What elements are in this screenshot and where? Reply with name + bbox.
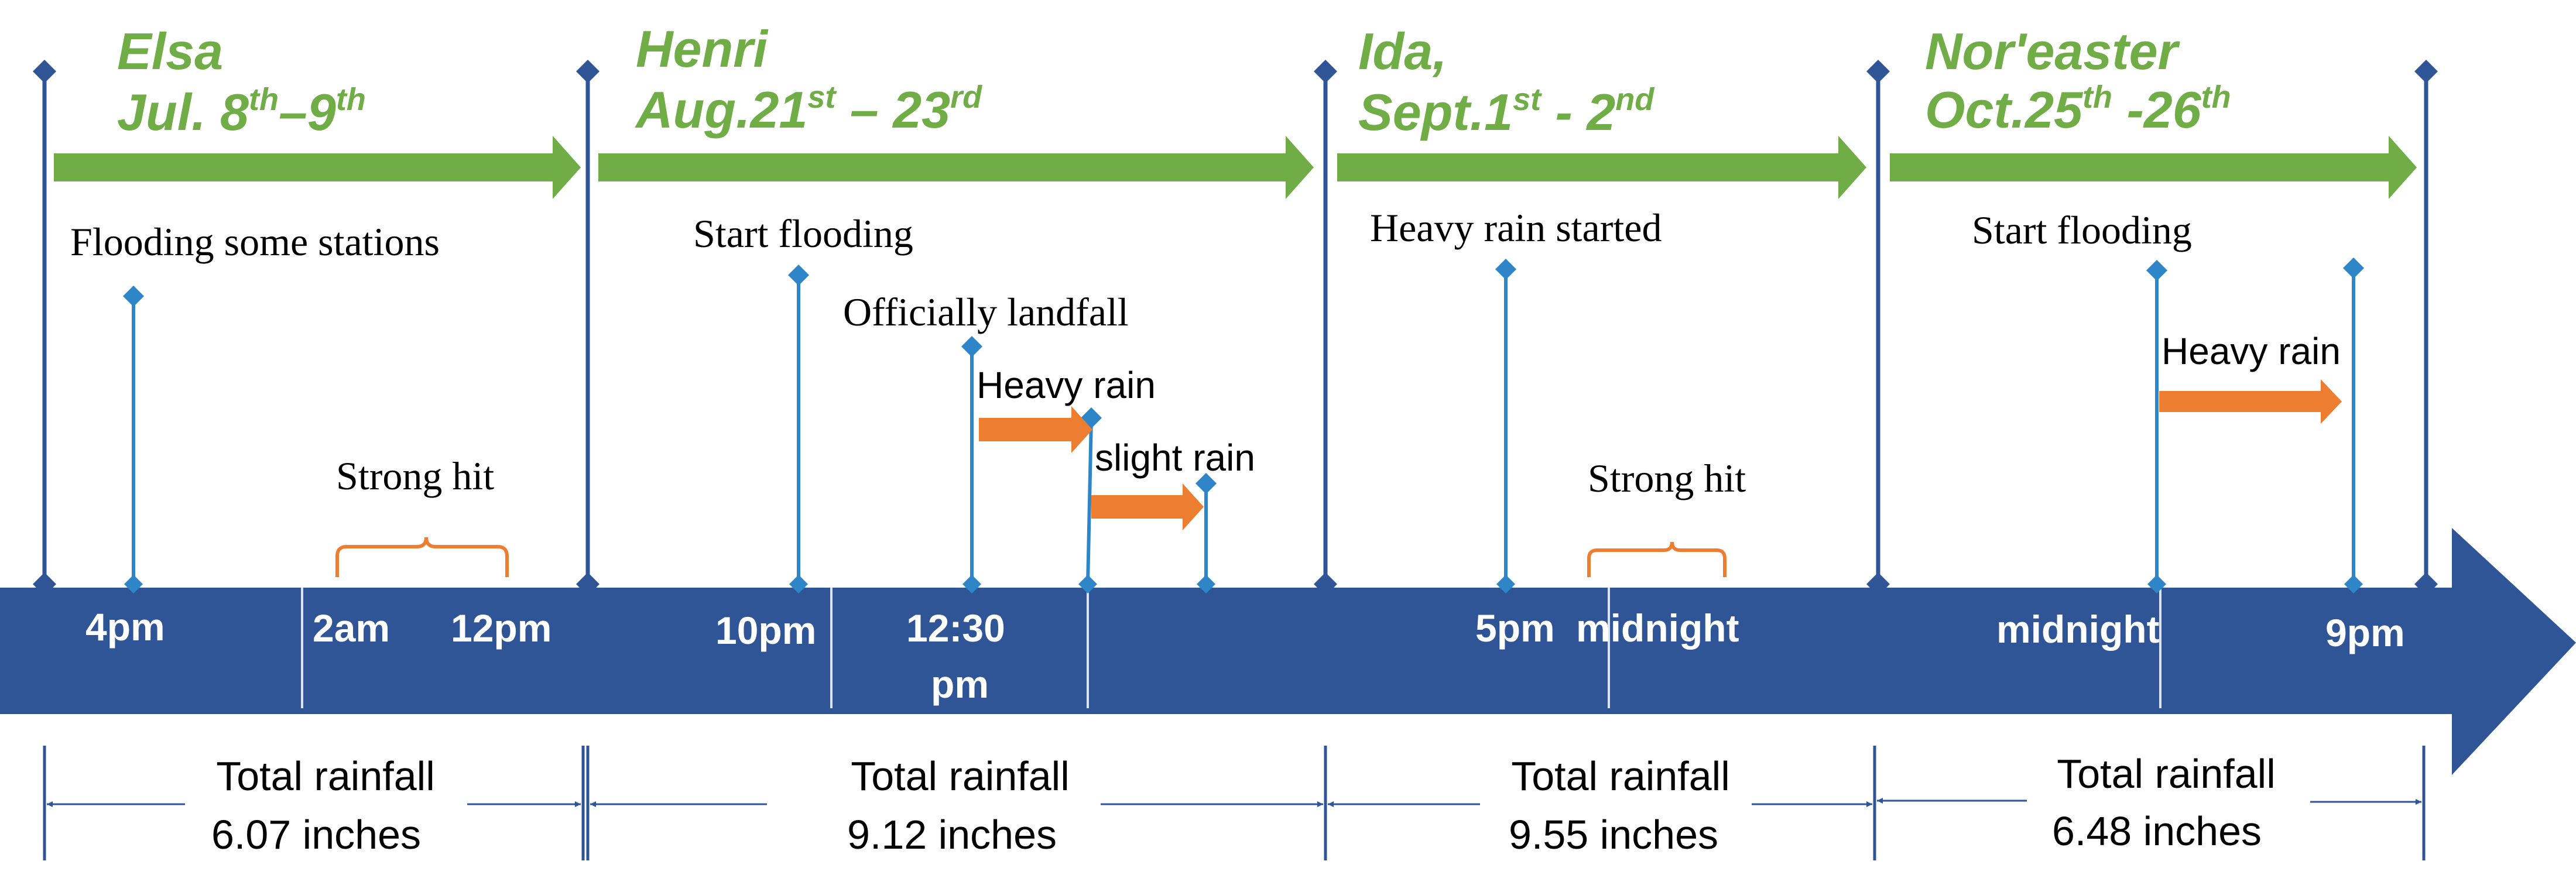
event-lines <box>132 269 2355 585</box>
henri-start-flooding-label: Start flooding <box>693 211 913 256</box>
rainfall-label: Total rainfall <box>216 753 435 799</box>
henri-heavy-rain-label: Heavy rain <box>977 364 1156 406</box>
storm-date: Aug.21st – 23rd <box>635 80 982 139</box>
diamond-marker <box>2343 258 2364 279</box>
time-4pm: 4pm <box>85 605 165 649</box>
time-12pm: 12pm <box>451 606 551 650</box>
rainfall-label: Total rainfall <box>851 753 1070 799</box>
diamond-marker <box>2147 575 2166 593</box>
diamond-marker <box>576 60 600 83</box>
diamond-marker <box>2344 575 2363 593</box>
diamond-marker <box>1866 572 1890 596</box>
elsa-strong-hit-label: Strong hit <box>336 454 494 498</box>
noreaster-period-arrow <box>1890 136 2417 199</box>
storm-date: Oct.25th -26th <box>1925 80 2231 139</box>
storm-name: Elsa <box>117 22 223 80</box>
rainfall-amount: 6.07 inches <box>211 812 421 857</box>
diamond-marker <box>1495 259 1516 280</box>
henri-period-arrow <box>598 136 1314 199</box>
diamond-marker <box>1496 575 1515 593</box>
diamond-marker <box>789 575 808 593</box>
storm-name: Nor'easter <box>1925 22 2181 80</box>
diamond-marker <box>123 286 144 307</box>
time-5pm: 5pm <box>1475 606 1555 650</box>
diamond-marker <box>2414 572 2438 596</box>
time-labels: 4pm 2am 12pm 10pm 12:30 pm 5pm midnight … <box>85 605 2405 706</box>
diamond-marker <box>33 60 56 83</box>
band-tick-lines <box>301 588 2161 708</box>
time-2am: 2am <box>313 606 390 650</box>
diamond-marker <box>33 572 56 596</box>
time-10pm: 10pm <box>715 609 816 652</box>
diamond-marker <box>1866 60 1890 83</box>
diamond-marker <box>1314 572 1337 596</box>
storm-name: Ida, <box>1358 22 1447 80</box>
rainfall-measure-arrows <box>47 798 2421 807</box>
time-midnight-noreaster: midnight <box>1996 608 2160 651</box>
noreaster-heavy-rain-arrow <box>2159 379 2342 424</box>
noreaster-start-flooding-label: Start flooding <box>1972 208 2192 252</box>
elsa-strong-hit-bracket <box>335 537 509 577</box>
elsa-period-arrow <box>54 136 581 199</box>
storm-name: Henri <box>636 20 768 78</box>
diamond-marker <box>961 336 982 357</box>
elsa-flooding-label: Flooding some stations <box>70 219 440 264</box>
henri-slight-rain-arrow <box>1091 483 1204 530</box>
diamond-marker <box>962 575 981 593</box>
separator-diamonds <box>33 60 2438 596</box>
diamond-marker <box>788 265 809 286</box>
rainfall-label: Total rainfall <box>1511 753 1730 799</box>
rain-event-arrows <box>979 379 2342 530</box>
rainfall-amount: 9.55 inches <box>1509 812 1718 857</box>
time-9pm: 9pm <box>2325 611 2405 654</box>
event-labels: Flooding some stations Strong hit Start … <box>70 205 2341 500</box>
diamond-marker <box>1078 575 1097 593</box>
rainfall-boundaries <box>43 746 2426 860</box>
storm-period-arrows <box>54 136 2417 199</box>
ida-strong-hit-bracket <box>1587 541 1727 577</box>
ida-strong-hit-label: Strong hit <box>1588 456 1746 500</box>
diamond-marker <box>2414 60 2438 83</box>
henri-heavy-rain-arrow <box>979 406 1092 453</box>
henri-slight-rain-label: slight rain <box>1095 437 1255 479</box>
event-diamonds <box>123 258 2364 593</box>
storm-titles: Elsa Jul. 8th–9th Henri Aug.21st – 23rd … <box>117 20 2231 141</box>
henri-landfall-label: Officially landfall <box>843 290 1129 334</box>
storm-separators <box>42 71 2428 585</box>
diamond-marker <box>124 575 143 593</box>
diamond-marker <box>1195 473 1217 494</box>
timeline-band <box>0 528 2576 775</box>
noreaster-heavy-rain-label: Heavy rain <box>2161 330 2341 372</box>
rainfall-label: Total rainfall <box>2057 751 2276 797</box>
diamond-marker <box>576 572 600 596</box>
storm-date: Sept.1st - 2nd <box>1358 82 1654 141</box>
rainfall-labels: Total rainfall 6.07 inches Total rainfal… <box>211 751 2276 857</box>
storm-date: Jul. 8th–9th <box>117 82 366 141</box>
rainfall-amount: 6.48 inches <box>2052 808 2262 854</box>
ida-heavy-rain-started-label: Heavy rain started <box>1370 205 1662 250</box>
ida-period-arrow <box>1337 136 1866 199</box>
event-line <box>1086 418 1093 585</box>
diamond-marker <box>1197 575 1215 593</box>
rainfall-amount: 9.12 inches <box>847 812 1057 857</box>
time-1230-pm: pm <box>931 663 989 706</box>
time-midnight-ida: midnight <box>1576 606 1739 650</box>
diamond-marker <box>2146 260 2167 281</box>
time-1230: 12:30 <box>906 606 1005 650</box>
strong-hit-brackets <box>335 537 1727 577</box>
diamond-marker <box>1314 60 1337 83</box>
